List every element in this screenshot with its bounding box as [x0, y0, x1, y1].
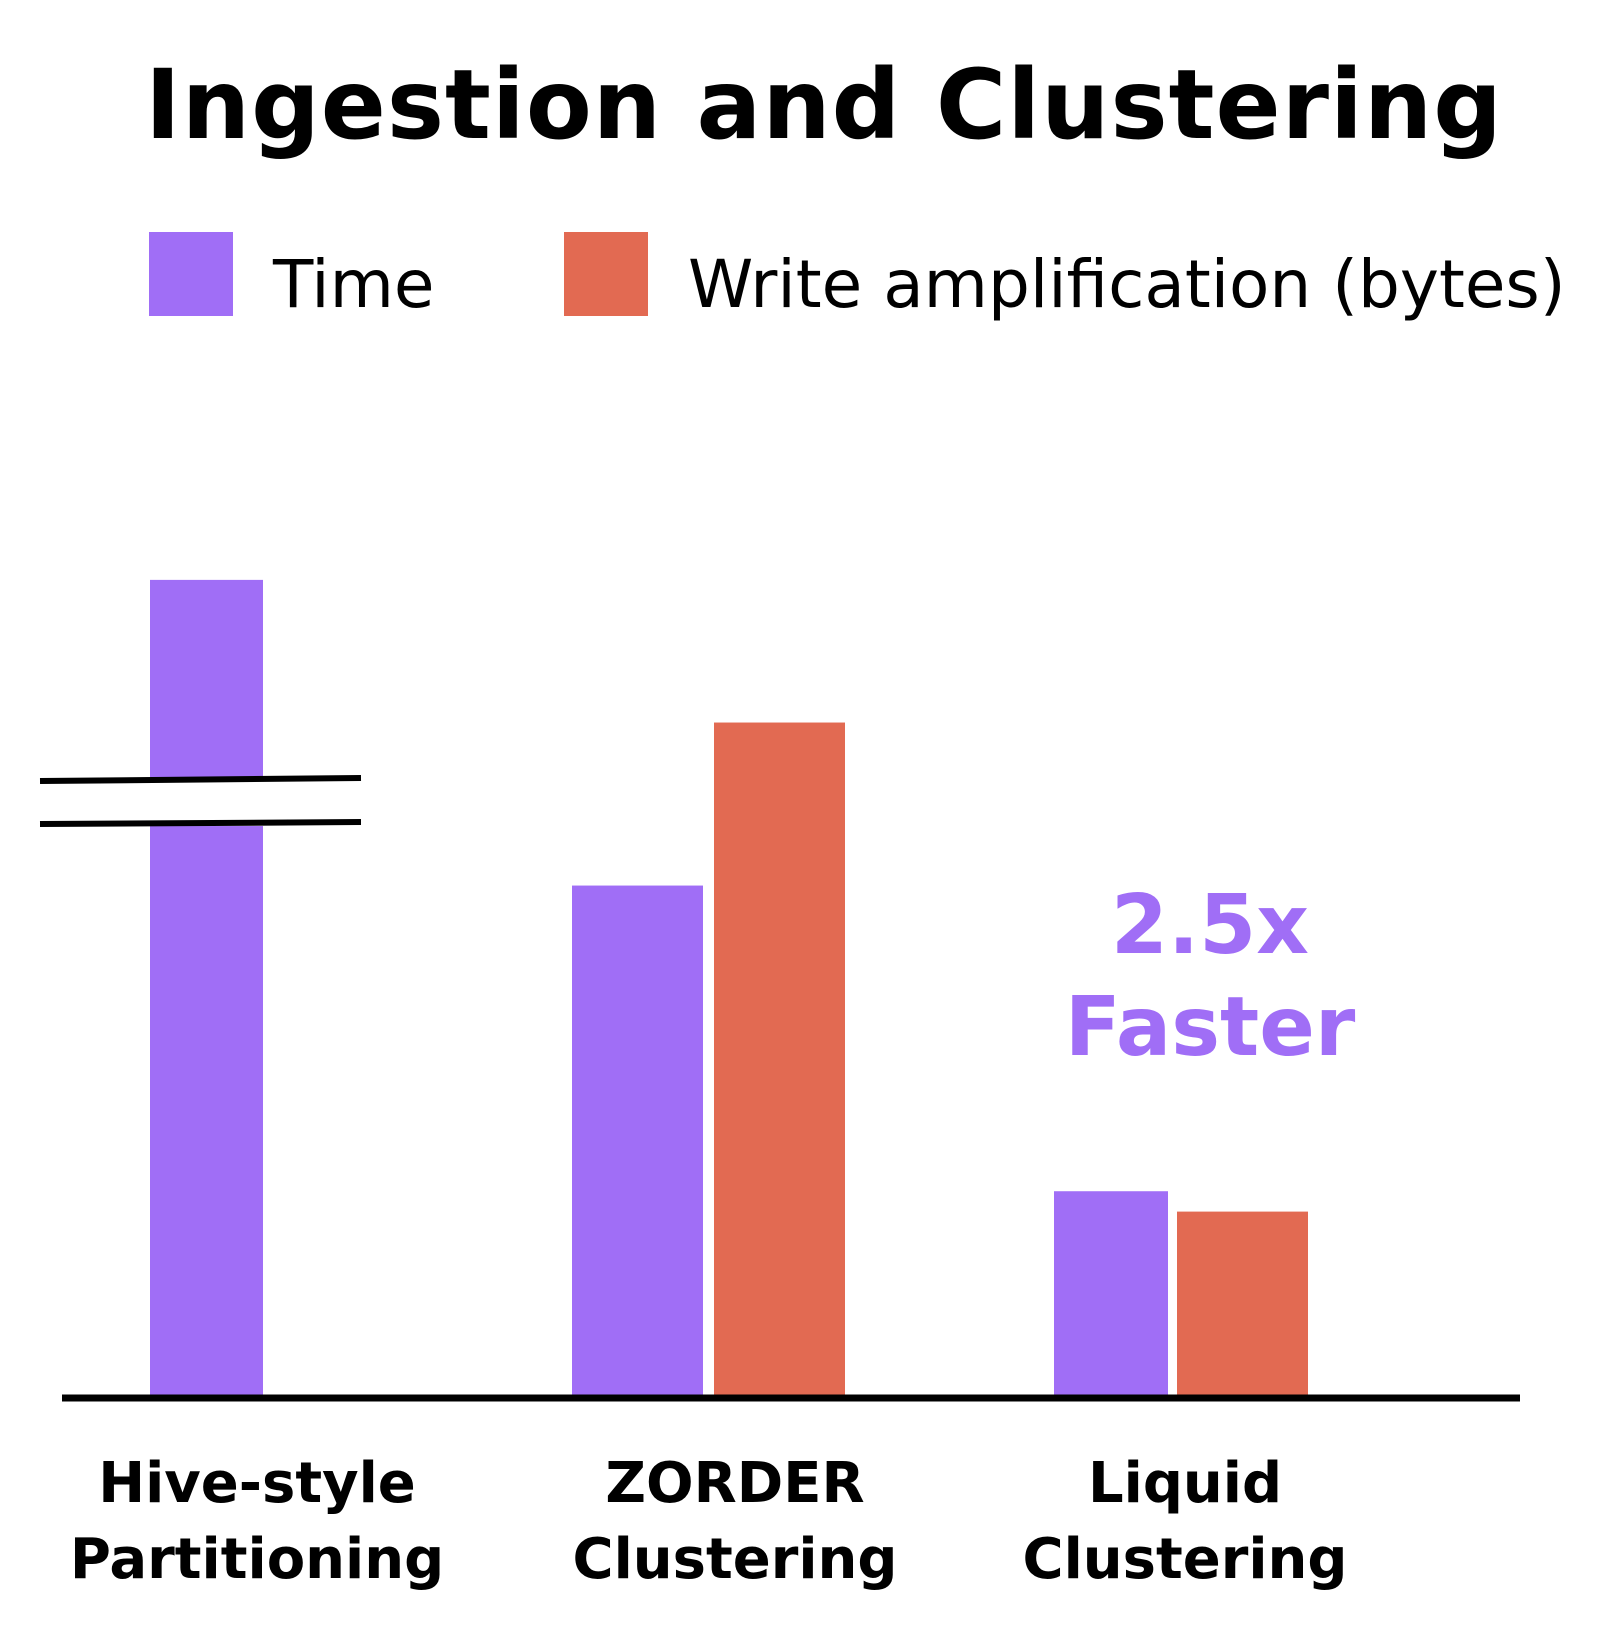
legend-swatch-write-amplification	[564, 232, 648, 316]
category-label-line: Clustering	[1022, 1527, 1348, 1592]
category-label-line: ZORDER	[605, 1451, 865, 1516]
legend-item-time: Time	[149, 232, 435, 323]
category-label-line: Hive-style	[98, 1451, 416, 1516]
bar-time-liquid-clustering	[1054, 1191, 1168, 1395]
legend-label-write-amplification: Write amplification (bytes)	[688, 246, 1566, 323]
category-label-line: Liquid	[1087, 1451, 1283, 1516]
legend-swatch-time	[149, 232, 233, 316]
axis-break-gap	[146, 779, 267, 827]
category-label-zorder-clustering: ZORDER Clustering	[505, 1446, 965, 1598]
bar-time-hive-style-partitioning	[150, 579, 263, 1395]
category-label-line: Partitioning	[69, 1527, 445, 1592]
category-label-hive-style-partitioning: Hive-style Partitioning	[27, 1446, 487, 1598]
bar-write-amplification-bytes-liquid-clustering	[1177, 1211, 1308, 1395]
category-label-line: Clustering	[572, 1527, 898, 1592]
speedup-annotation-label: Faster	[1064, 980, 1356, 1075]
bar-time-zorder-clustering	[572, 885, 703, 1395]
speedup-annotation: 2.5x Faster	[1010, 875, 1410, 1079]
legend-label-time: Time	[273, 246, 435, 323]
legend-item-write-amplification: Write amplification (bytes)	[564, 232, 1566, 323]
axis-break-line	[39, 819, 362, 828]
axis-break-line	[39, 775, 362, 785]
speedup-annotation-value: 2.5x	[1110, 878, 1310, 973]
chart-title: Ingestion and Clustering	[145, 49, 1503, 161]
category-label-liquid-clustering: Liquid Clustering	[955, 1446, 1415, 1598]
bar-write-amplification-bytes-zorder-clustering	[714, 722, 845, 1395]
